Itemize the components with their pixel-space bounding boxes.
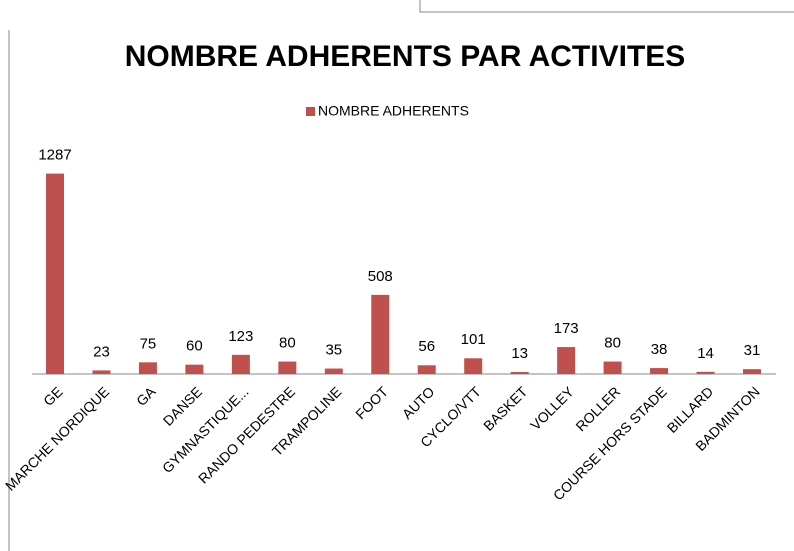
legend-label: NOMBRE ADHERENTS [318,103,469,119]
bar [743,369,761,374]
data-label: 80 [604,335,621,352]
data-label: 14 [697,345,714,362]
data-label: 101 [461,331,486,348]
data-label: 38 [651,341,668,358]
data-label: 56 [418,338,435,355]
bar [185,364,204,374]
bar [231,354,250,374]
legend-swatch [306,107,315,116]
bar [417,365,436,374]
bar [464,358,483,374]
bar [603,361,622,374]
bar [696,371,715,374]
frame-edge [419,0,794,13]
bar [650,368,669,374]
bar [138,362,157,374]
bar [324,368,343,374]
bar [510,371,529,374]
data-label: 60 [186,338,203,355]
data-label: 508 [368,268,393,285]
bar [92,370,111,374]
data-label: 173 [554,320,579,337]
data-label: 1287 [38,147,71,164]
data-label: 80 [279,335,296,352]
chart-title: NOMBRE ADHERENTS PAR ACTIVITES [125,40,686,73]
bar [278,361,297,374]
data-label: 31 [744,342,761,359]
bar [557,347,576,374]
data-label: 23 [93,343,110,360]
data-label: 123 [228,328,253,345]
data-label: 13 [511,345,528,362]
bar [46,173,64,374]
bar [371,294,390,374]
data-label: 35 [325,342,342,359]
data-label: 75 [140,335,157,352]
